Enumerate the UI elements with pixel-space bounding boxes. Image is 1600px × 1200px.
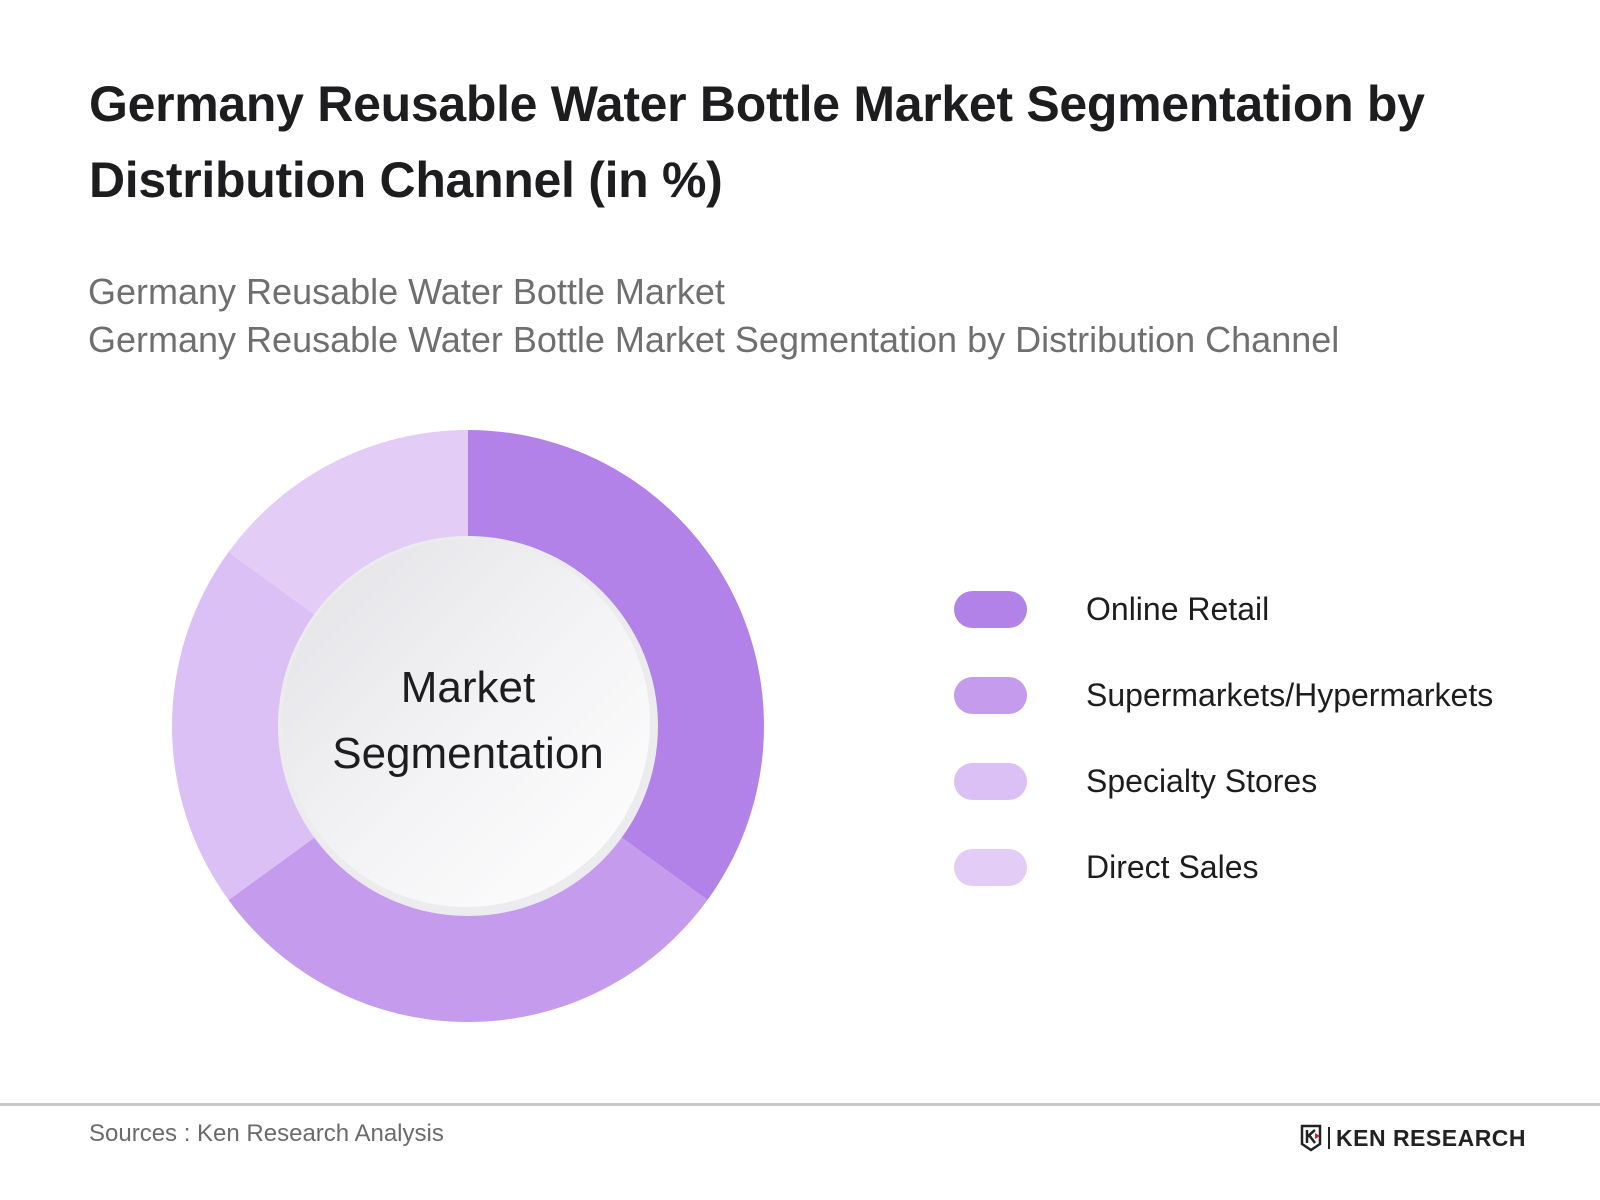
legend-item-supermarkets: Supermarkets/Hypermarkets [954, 652, 1493, 738]
donut-slice-specialty-stores [172, 552, 323, 900]
ken-research-logo: KEN RESEARCH [1300, 1124, 1526, 1152]
donut-slice-supermarkets-hypermarkets [228, 831, 708, 1022]
legend-label: Online Retail [1086, 590, 1270, 627]
legend-label: Specialty Stores [1086, 762, 1318, 799]
legend-item-online-retail: Online Retail [954, 566, 1493, 652]
legend-swatch [954, 676, 1027, 714]
center-label-line-1: Market [400, 663, 536, 712]
donut-slice-online-retail [468, 430, 765, 900]
donut-slices [172, 430, 765, 1022]
legend-swatch [954, 848, 1027, 886]
subtitle-line-1: Germany Reusable Water Bottle Market [88, 271, 725, 312]
footer-divider [0, 1103, 1600, 1106]
legend-label: Supermarkets/Hypermarkets [1086, 676, 1494, 713]
legend-item-specialty-stores: Specialty Stores [954, 738, 1493, 824]
center-label-line-2: Segmentation [332, 729, 604, 778]
legend-label: Direct Sales [1086, 848, 1259, 885]
donut-center-label: Market Segmentation [318, 655, 618, 787]
donut-slice-direct-sales [228, 430, 468, 621]
chart-title: Germany Reusable Water Bottle Market Seg… [89, 76, 1425, 208]
logo-text: KEN RESEARCH [1336, 1124, 1527, 1151]
legend-item-direct-sales: Direct Sales [954, 824, 1493, 910]
ken-research-k-shield-icon [1300, 1124, 1322, 1152]
center-circle [282, 539, 650, 907]
legend-swatch [954, 762, 1027, 800]
chart-subtitle: Germany Reusable Water Bottle Market Ger… [88, 268, 1339, 364]
legend-swatch [954, 590, 1027, 628]
logo-separator [1328, 1127, 1330, 1149]
subtitle-line-2: Germany Reusable Water Bottle Market Seg… [88, 319, 1340, 360]
source-note: Sources : Ken Research Analysis [89, 1120, 444, 1147]
chart-legend: Online Retail Supermarkets/Hypermarkets … [954, 566, 1493, 910]
